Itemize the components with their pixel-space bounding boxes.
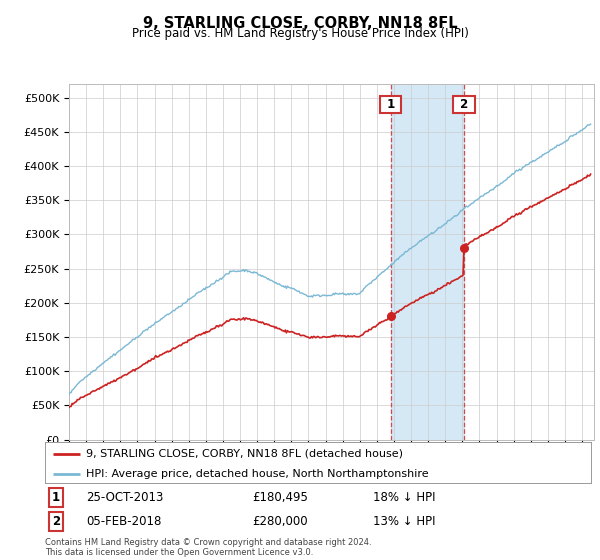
- Text: 1: 1: [383, 98, 399, 111]
- Text: Contains HM Land Registry data © Crown copyright and database right 2024.
This d: Contains HM Land Registry data © Crown c…: [45, 538, 371, 557]
- Bar: [391, 84, 464, 440]
- Text: 2: 2: [52, 515, 60, 529]
- Text: 05-FEB-2018: 05-FEB-2018: [86, 515, 161, 529]
- Text: 2: 2: [456, 98, 472, 111]
- Text: 13% ↓ HPI: 13% ↓ HPI: [373, 515, 435, 529]
- Text: 9, STARLING CLOSE, CORBY, NN18 8FL: 9, STARLING CLOSE, CORBY, NN18 8FL: [143, 16, 457, 31]
- Text: £280,000: £280,000: [253, 515, 308, 529]
- Text: 1: 1: [52, 491, 60, 504]
- Text: Price paid vs. HM Land Registry's House Price Index (HPI): Price paid vs. HM Land Registry's House …: [131, 27, 469, 40]
- Text: HPI: Average price, detached house, North Northamptonshire: HPI: Average price, detached house, Nort…: [86, 469, 428, 479]
- Text: £180,495: £180,495: [253, 491, 308, 504]
- Text: 18% ↓ HPI: 18% ↓ HPI: [373, 491, 435, 504]
- Text: 25-OCT-2013: 25-OCT-2013: [86, 491, 163, 504]
- Text: 9, STARLING CLOSE, CORBY, NN18 8FL (detached house): 9, STARLING CLOSE, CORBY, NN18 8FL (deta…: [86, 449, 403, 459]
